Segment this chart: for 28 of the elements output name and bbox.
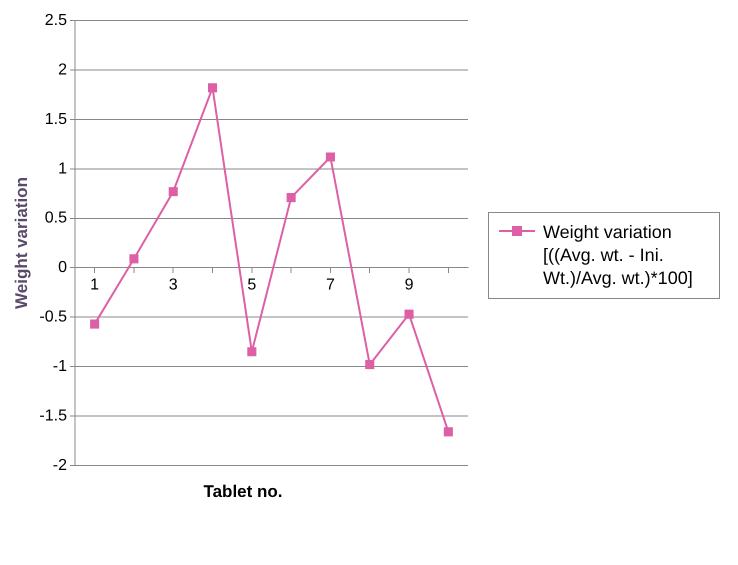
- y-tick-label: 0: [58, 259, 68, 276]
- point: [326, 152, 335, 162]
- y-tick-label: 0.5: [44, 210, 68, 227]
- x-tick-label: 7: [326, 276, 335, 294]
- x-tick-label: 1: [90, 276, 100, 294]
- point: [168, 187, 178, 196]
- point: [90, 320, 100, 329]
- point: [286, 192, 296, 202]
- legend-label: Weight variation [((Avg. wt. - Ini. Wt.)/Avg. wt.)*100]: [543, 220, 694, 290]
- y-tick-label: -1: [52, 358, 68, 375]
- y-tick-label: 1.5: [44, 110, 68, 128]
- point: [365, 360, 374, 370]
- x-tick-label: 5: [247, 276, 256, 294]
- x-axis-title: Tablet no.: [203, 482, 282, 502]
- y-tick-label: -1.5: [39, 407, 68, 424]
- point: [129, 254, 138, 264]
- x-tick-label: 3: [168, 276, 178, 294]
- x-tick-label: 9: [404, 276, 414, 294]
- y-tick-label: 1: [58, 160, 68, 178]
- point: [404, 310, 414, 319]
- y-tick-label: 2: [58, 61, 68, 78]
- y-tick-label: -0.5: [39, 308, 68, 326]
- point: [208, 83, 218, 92]
- point: [247, 347, 256, 356]
- y-tick-label: 2.5: [44, 12, 68, 30]
- y-axis-title: Weight variation: [12, 177, 31, 309]
- y-tick-label: -2: [52, 456, 68, 474]
- point: [444, 427, 453, 436]
